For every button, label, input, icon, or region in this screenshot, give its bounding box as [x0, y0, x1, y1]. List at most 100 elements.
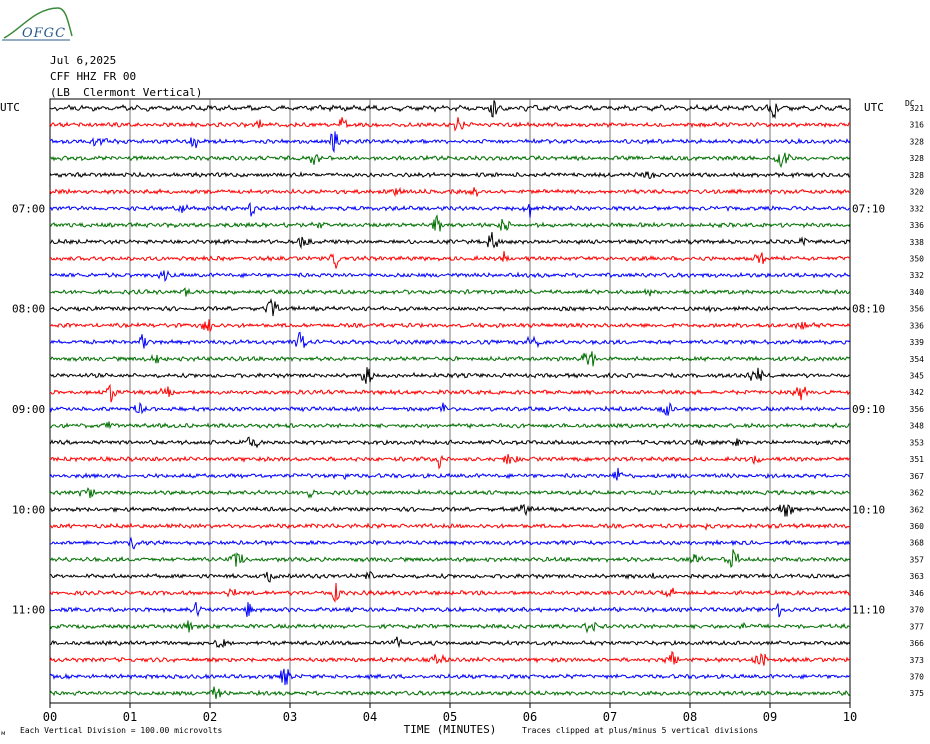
x-tick-label: 00 — [43, 710, 57, 724]
trace-line — [49, 231, 851, 250]
dc-offset-value: 351 — [910, 455, 925, 464]
dc-offset-value: 350 — [910, 254, 925, 263]
trace-line — [49, 602, 851, 618]
header-station: CFF HHZ FR 00 — [50, 70, 137, 83]
x-tick-label: 05 — [443, 710, 457, 724]
dc-offset-value: 370 — [910, 606, 925, 615]
right-utc-label: UTC — [864, 101, 884, 114]
right-time-label: 10:10 — [852, 503, 885, 516]
dc-header: DC — [905, 99, 915, 108]
dc-offset-value: 332 — [910, 271, 925, 280]
trace-line — [49, 421, 851, 430]
dc-offset-value: 353 — [910, 438, 925, 447]
left-utc-label: UTC — [0, 101, 20, 114]
dc-offset-value: 338 — [910, 238, 925, 247]
dc-offset-value: 360 — [910, 522, 925, 531]
dc-offset-value: 362 — [910, 505, 925, 514]
trace-line — [49, 351, 851, 367]
trace-line — [49, 503, 851, 517]
header-location: (LB Clermont Vertical) — [50, 86, 203, 99]
x-tick-label: 02 — [203, 710, 217, 724]
dc-offset-value: 356 — [910, 405, 925, 414]
dc-offset-value: 340 — [910, 288, 925, 297]
trace-line — [49, 522, 851, 531]
trace-line — [49, 686, 851, 699]
trace-line — [49, 251, 851, 269]
footer-mark: ᴍ — [1, 730, 6, 737]
trace-line — [49, 467, 851, 481]
trace-line — [49, 214, 851, 232]
dc-offset-value: 321 — [910, 104, 925, 113]
left-time-label: 08:00 — [12, 303, 45, 316]
right-time-label: 09:10 — [852, 403, 885, 416]
x-axis-label: TIME (MINUTES) — [404, 723, 497, 736]
trace-line — [49, 570, 851, 583]
trace-line — [50, 298, 851, 317]
dc-offset-value: 336 — [910, 221, 925, 230]
dc-offset-value: 339 — [910, 338, 925, 347]
left-time-label: 07:00 — [12, 202, 45, 215]
right-time-label: 11:10 — [852, 604, 885, 617]
dc-offset-value: 354 — [910, 355, 925, 364]
left-time-label: 10:00 — [12, 503, 45, 516]
dc-offset-value: 348 — [910, 422, 925, 431]
logo-swoosh-icon — [3, 7, 73, 39]
trace-line — [49, 549, 851, 569]
trace-line — [49, 636, 851, 649]
dc-offset-value: 362 — [910, 489, 925, 498]
trace-line — [49, 383, 851, 403]
dc-offset-value: 345 — [910, 372, 925, 381]
dc-offset-value: 328 — [910, 137, 925, 146]
dc-offset-value: 363 — [910, 572, 925, 581]
right-time-label: 08:10 — [852, 303, 885, 316]
trace-line — [49, 186, 851, 198]
dc-offset-value: 375 — [910, 689, 925, 698]
x-tick-label: 10 — [843, 710, 857, 724]
trace-line — [49, 287, 851, 297]
header-date: Jul 6,2025 — [50, 54, 117, 67]
x-tick-label: 03 — [283, 710, 297, 724]
trace-line — [49, 131, 851, 154]
trace-line — [49, 487, 851, 499]
dc-offset-value: 332 — [910, 204, 925, 213]
trace-line — [49, 453, 851, 470]
trace-line — [49, 650, 851, 666]
trace-line — [49, 620, 851, 634]
trace-line — [49, 152, 851, 169]
dc-offset-value: 336 — [910, 321, 925, 330]
trace-line — [49, 319, 851, 333]
left-time-label: 09:00 — [12, 403, 45, 416]
trace-line — [49, 117, 851, 132]
dc-offset-value: 346 — [910, 589, 925, 598]
dc-offset-value: 373 — [910, 656, 925, 665]
dc-offset-value: 328 — [910, 171, 925, 180]
dc-offset-value: 356 — [910, 305, 925, 314]
dc-offset-value: 367 — [910, 472, 925, 481]
x-tick-label: 01 — [123, 710, 137, 724]
dc-offset-value: 366 — [910, 639, 925, 648]
dc-offset-value: 316 — [910, 121, 925, 130]
trace-line — [49, 331, 851, 349]
trace-line — [49, 582, 851, 603]
trace-line — [49, 269, 851, 283]
x-tick-label: 09 — [763, 710, 777, 724]
footer-division-note: Each Vertical Division = 100.00 microvol… — [20, 726, 222, 735]
dc-offset-value: 370 — [910, 672, 925, 681]
dc-offset-value: 328 — [910, 154, 925, 163]
logo-text: OFGC — [22, 26, 67, 41]
x-tick-label: 06 — [523, 710, 537, 724]
footer-clip-note: Traces clipped at plus/minus 5 vertical … — [522, 726, 758, 735]
right-time-label: 07:10 — [852, 202, 885, 215]
x-tick-label: 04 — [363, 710, 377, 724]
dc-offset-value: 377 — [910, 622, 925, 631]
dc-offset-value: 368 — [910, 539, 925, 548]
trace-line — [49, 668, 851, 686]
trace-line — [49, 171, 851, 180]
trace-line — [49, 367, 851, 384]
trace-line — [49, 201, 851, 218]
x-tick-label: 08 — [683, 710, 697, 724]
trace-line — [49, 401, 851, 417]
trace-line — [49, 436, 851, 449]
trace-line — [49, 536, 851, 550]
